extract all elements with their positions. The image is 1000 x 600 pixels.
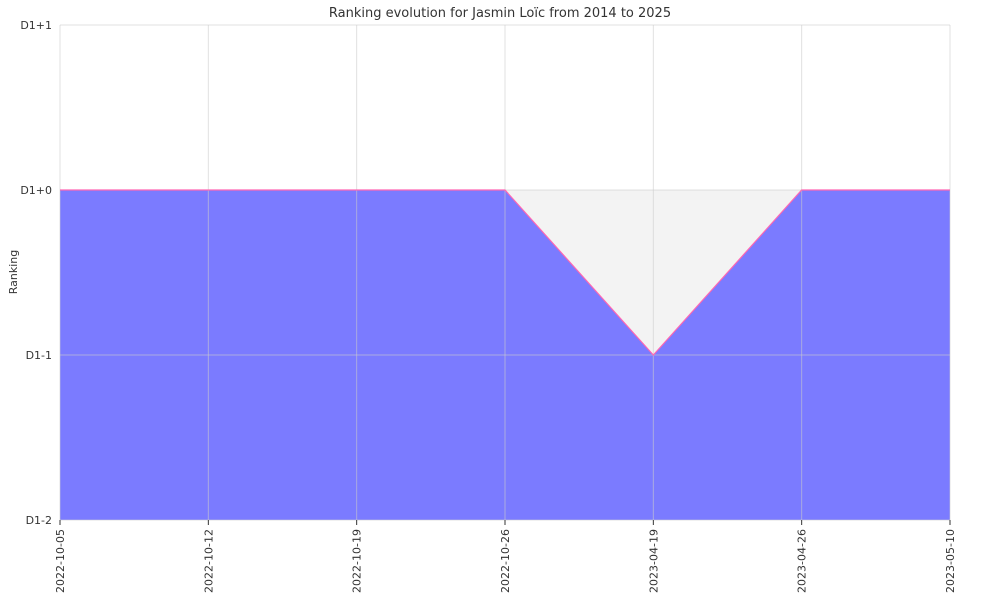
ranking-line xyxy=(60,189,950,356)
chart-title: Ranking evolution for Jasmin Loïc from 2… xyxy=(329,6,671,21)
x-tick-label: 2023-04-19 xyxy=(647,529,660,593)
x-tick-label: 2022-10-05 xyxy=(54,529,67,593)
y-tick-label: D1-1 xyxy=(26,349,52,362)
y-tick-label: D1+1 xyxy=(20,19,52,32)
x-tick-label: 2022-10-26 xyxy=(499,529,512,593)
x-tick-label: 2023-05-10 xyxy=(944,529,957,593)
y-axis-title: Ranking xyxy=(7,250,20,295)
y-tick-label: D1-2 xyxy=(26,514,52,527)
upper-band xyxy=(60,190,950,355)
x-tick-label: 2022-10-12 xyxy=(202,529,215,593)
x-tick-label: 2022-10-19 xyxy=(351,529,364,593)
y-tick-label: D1+0 xyxy=(20,184,52,197)
x-tick-label: 2023-04-26 xyxy=(796,529,809,593)
